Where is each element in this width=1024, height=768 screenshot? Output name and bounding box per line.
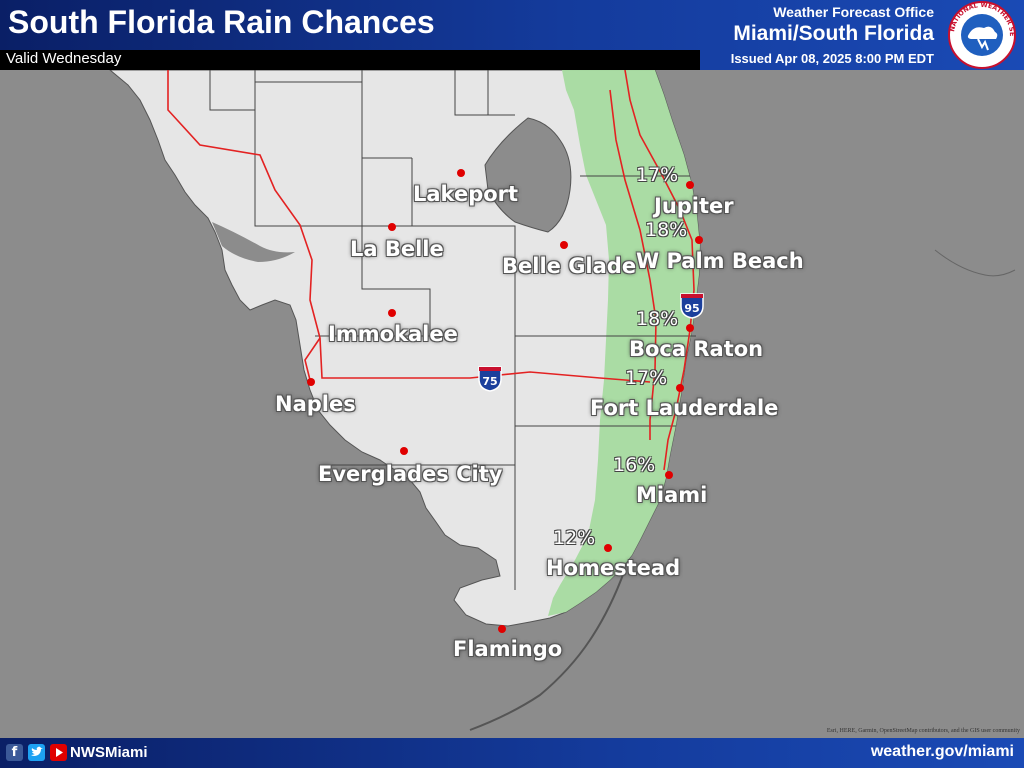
city-label-immokalee: Immokalee xyxy=(328,322,458,346)
interstate-75-shield: 75 xyxy=(478,366,502,392)
city-label-miami: Miami xyxy=(636,483,708,507)
highways xyxy=(167,70,695,471)
city-label-homestead: Homestead xyxy=(546,556,681,580)
city-label-lakeport: Lakeport xyxy=(413,182,519,206)
website-link[interactable]: weather.gov/miami xyxy=(870,743,1014,760)
interstate-95-shield: 95 xyxy=(680,293,704,319)
social-handle[interactable]: NWSMiami xyxy=(70,744,148,761)
city-label-jupiter: Jupiter xyxy=(654,194,734,218)
distant-island xyxy=(934,249,1016,277)
page-title: South Florida Rain Chances xyxy=(8,4,435,40)
office-name: Miami/South Florida xyxy=(733,22,934,45)
charlotte-harbor xyxy=(212,222,295,262)
rain-pct-fort-lauderdale: 17% xyxy=(625,367,668,389)
rain-pct-w-palm-beach: 18% xyxy=(645,219,688,241)
city-label-belle-glade: Belle Glade xyxy=(502,254,637,278)
city-label-boca-raton: Boca Raton xyxy=(629,337,764,361)
forecast-map: 75 95 Lakeport La Belle Belle Glade Immo… xyxy=(0,70,1024,738)
rain-chance-zone xyxy=(548,70,700,616)
rain-pct-jupiter: 17% xyxy=(636,164,679,186)
footer-bar: f NWSMiami weather.gov/miami xyxy=(0,738,1024,768)
svg-text:95: 95 xyxy=(684,302,699,315)
issued-time: Issued Apr 08, 2025 8:00 PM EDT xyxy=(730,51,934,66)
city-label-naples: Naples xyxy=(275,392,356,416)
youtube-icon[interactable] xyxy=(50,744,67,761)
rain-pct-homestead: 12% xyxy=(553,527,596,549)
city-label-everglades-city: Everglades City xyxy=(318,462,503,486)
nws-logo: NATIONAL WEATHER SERVICE xyxy=(944,0,1016,69)
office-label: Weather Forecast Office xyxy=(773,4,934,20)
florida-keys xyxy=(469,571,625,731)
twitter-icon[interactable] xyxy=(28,744,45,761)
city-label-fort-lauderdale: Fort Lauderdale xyxy=(590,396,779,420)
map-canvas: 75 95 xyxy=(0,70,1024,738)
city-label-la-belle: La Belle xyxy=(350,237,444,261)
city-label-flamingo: Flamingo xyxy=(453,637,563,661)
rain-pct-boca-raton: 18% xyxy=(636,308,679,330)
svg-text:75: 75 xyxy=(482,375,497,388)
map-attribution: Esri, HERE, Garmin, OpenStreetMap contri… xyxy=(826,728,1020,734)
city-dots xyxy=(307,169,703,633)
valid-bar xyxy=(0,50,700,70)
valid-day: Valid Wednesday xyxy=(6,50,122,67)
lake-okeechobee xyxy=(484,117,572,233)
city-label-w-palm-beach: W Palm Beach xyxy=(636,249,804,273)
rain-pct-miami: 16% xyxy=(613,454,656,476)
facebook-icon[interactable]: f xyxy=(6,744,23,761)
